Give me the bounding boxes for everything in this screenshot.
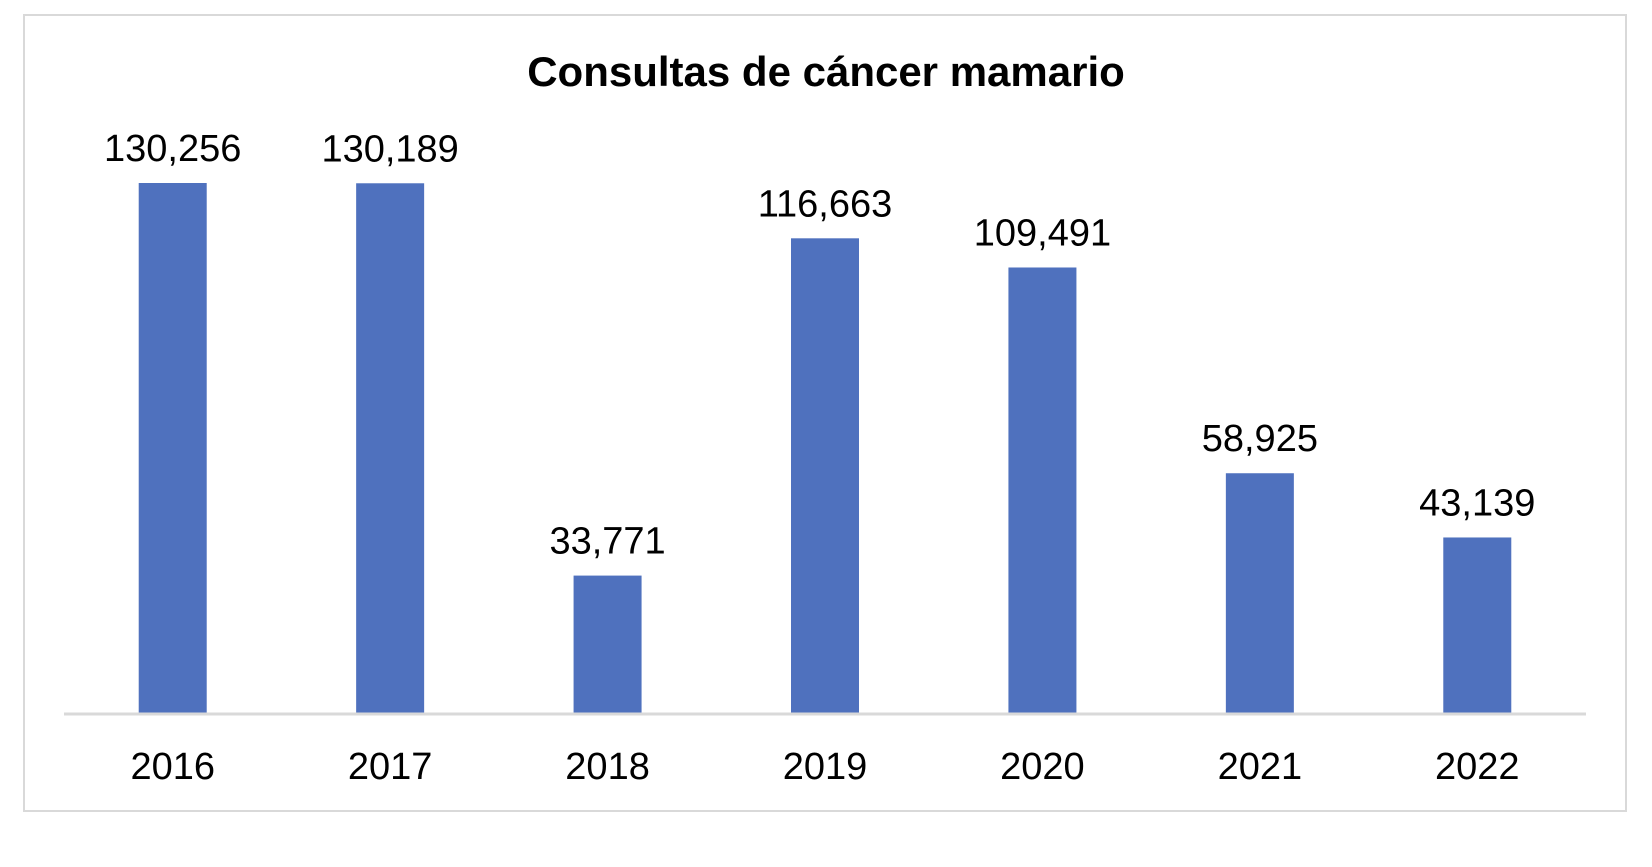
data-label-2020: 109,491 xyxy=(974,212,1111,254)
data-label-2016: 130,256 xyxy=(104,128,241,170)
chart-frame xyxy=(23,14,1627,812)
bar-2021 xyxy=(1225,473,1294,713)
bar-2018 xyxy=(573,575,642,713)
x-tick-label-2016: 2016 xyxy=(130,746,215,788)
bar-2020 xyxy=(1008,267,1077,713)
x-tick-label-2022: 2022 xyxy=(1435,746,1520,788)
x-tick-label-2019: 2019 xyxy=(783,746,868,788)
data-label-2019: 116,663 xyxy=(758,183,893,225)
data-label-2021: 58,925 xyxy=(1202,418,1318,460)
x-tick-label-2020: 2020 xyxy=(1000,746,1085,788)
x-tick-label-2018: 2018 xyxy=(565,746,650,788)
data-label-2022: 43,139 xyxy=(1419,482,1535,524)
bar-2022 xyxy=(1443,537,1512,713)
chart-title: Consultas de cáncer mamario xyxy=(527,48,1125,95)
bar-2017 xyxy=(356,183,425,714)
x-tick-label-2021: 2021 xyxy=(1218,746,1303,788)
data-label-2017: 130,189 xyxy=(321,128,458,170)
x-tick-label-2017: 2017 xyxy=(348,746,433,788)
data-label-2018: 33,771 xyxy=(549,521,665,563)
bar-2019 xyxy=(791,238,859,713)
bar-2016 xyxy=(138,183,207,713)
